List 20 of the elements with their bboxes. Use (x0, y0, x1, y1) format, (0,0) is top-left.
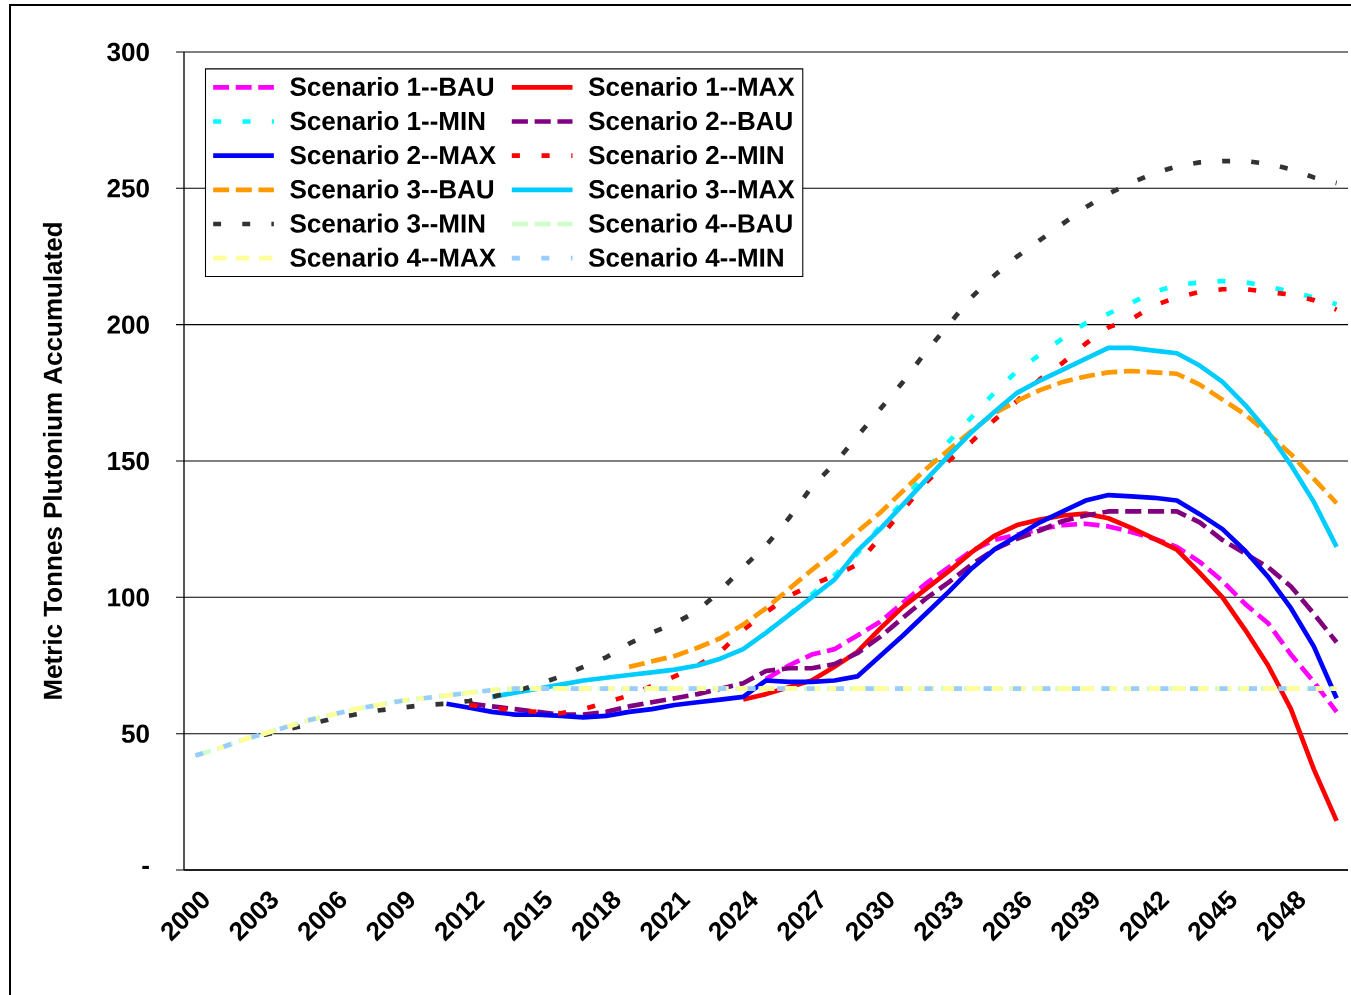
y-tick-label: 150 (108, 451, 149, 471)
y-tick-label: 200 (107, 315, 149, 334)
legend-label: Scenario 1--MAX (588, 76, 795, 96)
y-tick-label: - (142, 865, 149, 869)
y-tick-label: 300 (107, 42, 149, 62)
legend-label: Scenario 1--MIN (290, 111, 485, 131)
legend-label: Scenario 2--MAX (290, 145, 496, 165)
legend-label: Scenario 2--MIN (588, 145, 783, 165)
legend-label: Scenario 3--BAU (290, 179, 494, 199)
legend-label: Scenario 3--MIN (290, 213, 485, 233)
legend-label: Scenario 4--MAX (290, 247, 496, 267)
legend-label: Scenario 1--BAU (290, 76, 494, 96)
legend-label: Scenario 4--BAU (588, 213, 792, 233)
y-tick-label: 50 (121, 724, 149, 743)
y-tick-label: 250 (107, 179, 149, 198)
legend-label: Scenario 4--MIN (588, 247, 783, 267)
y-axis-title: Metric Tonnes Plutonium Accumulated (42, 223, 62, 699)
legend-label: Scenario 3--MAX (588, 179, 795, 199)
legend-label: Scenario 2--BAU (588, 111, 792, 131)
y-tick-label: 100 (108, 588, 149, 607)
